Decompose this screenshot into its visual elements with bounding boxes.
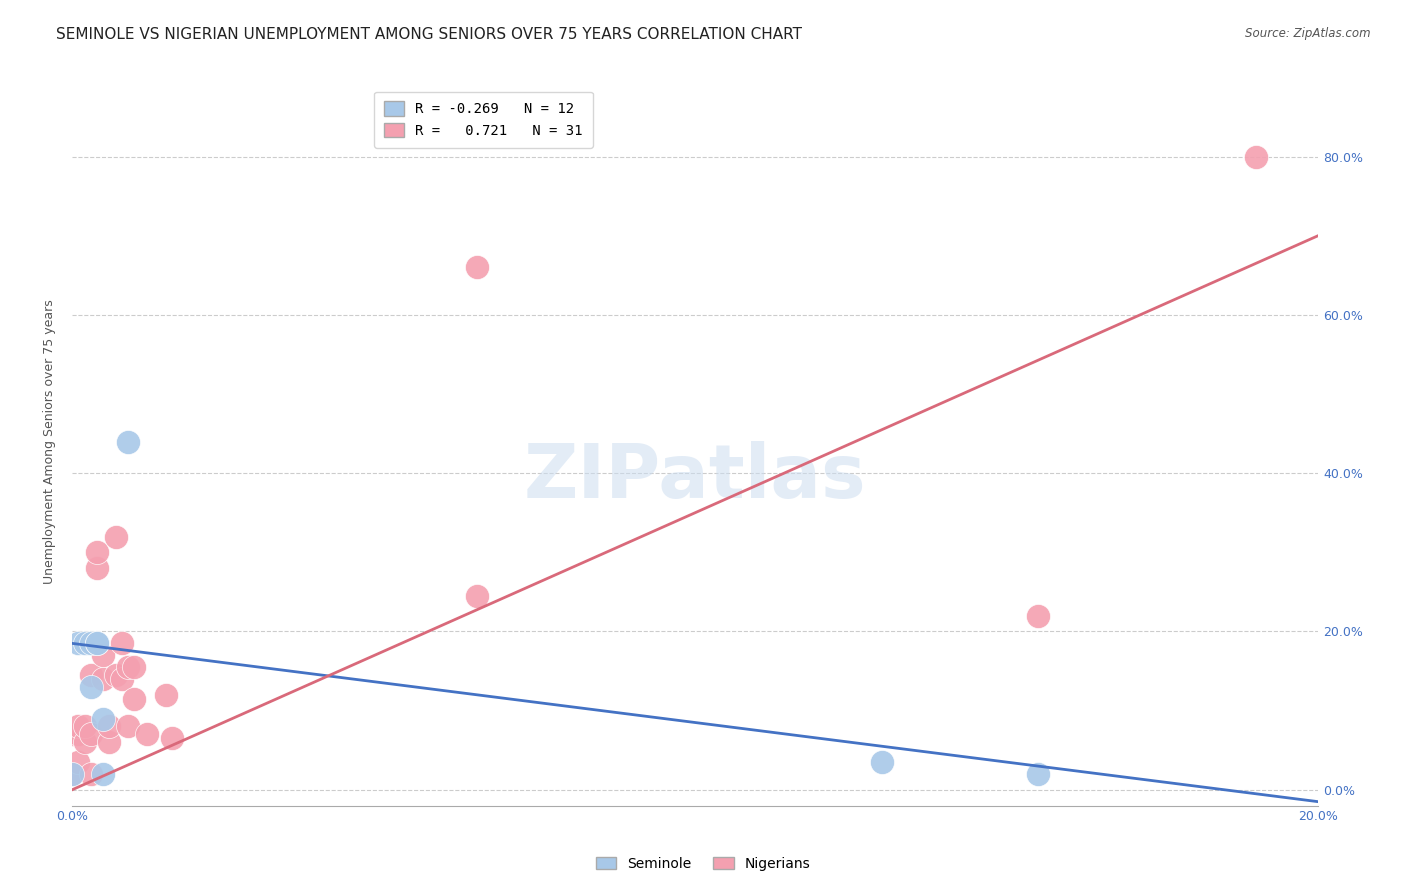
- Point: [160, 731, 183, 746]
- Point: [91, 712, 114, 726]
- Point: [86, 561, 108, 575]
- Point: [91, 648, 114, 663]
- Point: [98, 735, 121, 749]
- Point: [1026, 608, 1049, 623]
- Point: [117, 660, 139, 674]
- Point: [124, 660, 146, 674]
- Point: [870, 755, 893, 769]
- Point: [86, 545, 108, 559]
- Point: [117, 719, 139, 733]
- Point: [111, 672, 134, 686]
- Text: SEMINOLE VS NIGERIAN UNEMPLOYMENT AMONG SENIORS OVER 75 YEARS CORRELATION CHART: SEMINOLE VS NIGERIAN UNEMPLOYMENT AMONG …: [56, 27, 803, 42]
- Point: [73, 735, 96, 749]
- Point: [60, 767, 83, 781]
- Point: [67, 755, 90, 769]
- Point: [67, 727, 90, 741]
- Point: [1026, 767, 1049, 781]
- Point: [80, 680, 103, 694]
- Point: [80, 668, 103, 682]
- Point: [60, 727, 83, 741]
- Point: [98, 719, 121, 733]
- Point: [1244, 150, 1267, 164]
- Point: [91, 767, 114, 781]
- Point: [111, 636, 134, 650]
- Point: [104, 668, 127, 682]
- Point: [465, 260, 488, 275]
- Point: [73, 719, 96, 733]
- Point: [67, 636, 90, 650]
- Point: [73, 636, 96, 650]
- Text: ZIPatlas: ZIPatlas: [524, 442, 866, 515]
- Point: [124, 691, 146, 706]
- Point: [86, 636, 108, 650]
- Point: [80, 727, 103, 741]
- Point: [155, 688, 177, 702]
- Legend: Seminole, Nigerians: Seminole, Nigerians: [591, 851, 815, 876]
- Point: [86, 636, 108, 650]
- Point: [117, 434, 139, 449]
- Point: [104, 529, 127, 543]
- Legend: R = -0.269   N = 12, R =   0.721   N = 31: R = -0.269 N = 12, R = 0.721 N = 31: [374, 92, 593, 148]
- Point: [60, 767, 83, 781]
- Text: Source: ZipAtlas.com: Source: ZipAtlas.com: [1246, 27, 1371, 40]
- Point: [91, 672, 114, 686]
- Y-axis label: Unemployment Among Seniors over 75 years: Unemployment Among Seniors over 75 years: [44, 299, 56, 584]
- Point: [80, 636, 103, 650]
- Point: [465, 589, 488, 603]
- Point: [67, 719, 90, 733]
- Point: [80, 767, 103, 781]
- Point: [135, 727, 157, 741]
